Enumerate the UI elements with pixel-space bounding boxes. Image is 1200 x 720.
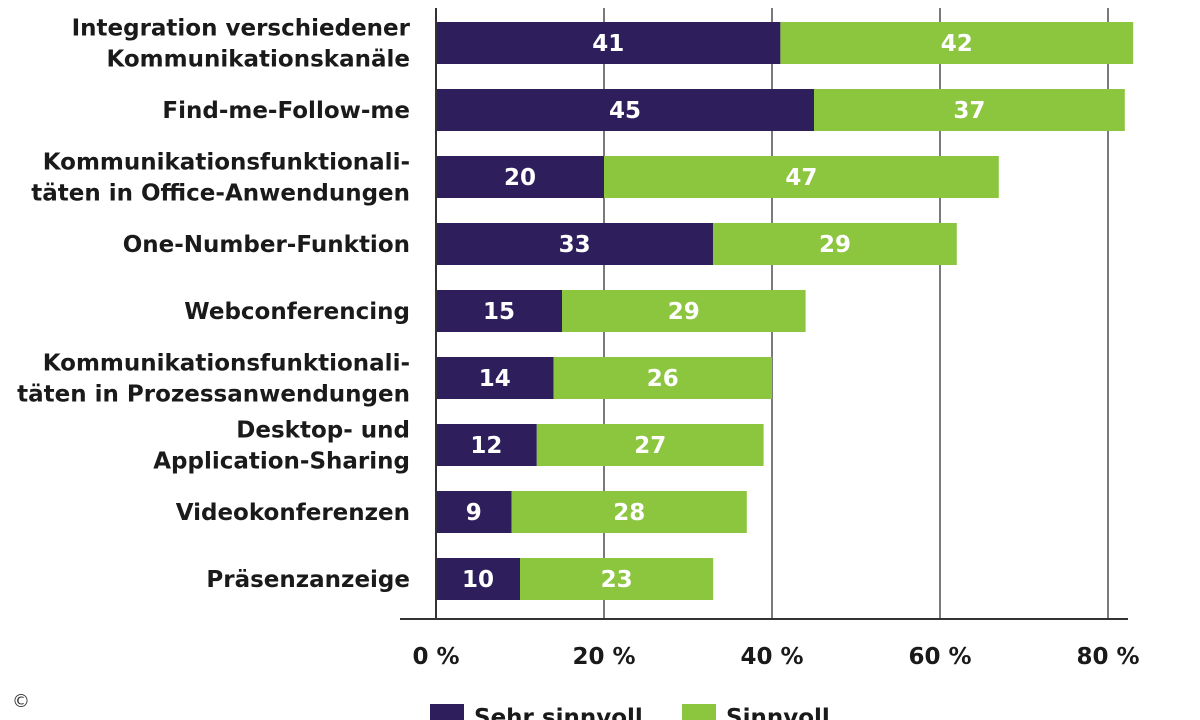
legend: Sehr sinnvoll Sinnvoll bbox=[430, 704, 830, 720]
bar-segment bbox=[436, 357, 554, 399]
data-label: 45 bbox=[609, 98, 641, 124]
bar-segment bbox=[520, 558, 714, 600]
category-label: Desktop- und bbox=[236, 418, 410, 444]
bar-segment bbox=[536, 424, 764, 466]
bar-segment bbox=[436, 491, 512, 533]
data-label: 9 bbox=[466, 500, 482, 526]
category-label: Kommunikationsfunktionali- bbox=[43, 150, 410, 176]
data-label: 26 bbox=[647, 366, 679, 392]
data-label: 28 bbox=[613, 500, 645, 526]
data-label: 33 bbox=[559, 232, 591, 258]
x-axis: 0 % 20 % 40 % 60 % 80 % bbox=[400, 8, 1140, 670]
bar-segment bbox=[436, 558, 520, 600]
category-label: Webconferencing bbox=[184, 299, 410, 325]
legend-swatch bbox=[682, 704, 716, 720]
data-label: 14 bbox=[479, 366, 511, 392]
data-label: 47 bbox=[785, 165, 817, 191]
data-label: 29 bbox=[668, 299, 700, 325]
x-tick-label: 0 % bbox=[412, 644, 459, 670]
bar-segment bbox=[436, 424, 537, 466]
category-label: Kommunikationsfunktionali- bbox=[43, 351, 410, 377]
data-label: 42 bbox=[941, 31, 973, 57]
x-tick-label: 20 % bbox=[572, 644, 635, 670]
legend-swatch bbox=[430, 704, 464, 720]
bar-segment bbox=[713, 223, 957, 265]
data-label: 41 bbox=[592, 31, 624, 57]
bars: 41 42 45 37 20 47 33 29 15 29 14 26 12 27 9 28 10 23 bbox=[436, 22, 1134, 600]
bar-segment bbox=[436, 22, 781, 64]
x-tick-label: 40 % bbox=[740, 644, 803, 670]
category-labels: Integration verschiedener Kommunikationsk… bbox=[17, 16, 411, 594]
category-label: One-Number-Funktion bbox=[123, 232, 410, 258]
bar-segment bbox=[436, 156, 604, 198]
data-label: 12 bbox=[470, 433, 502, 459]
data-label: 10 bbox=[462, 567, 494, 593]
category-label: Videokonferenzen bbox=[176, 500, 410, 526]
legend-label: Sehr sinnvoll bbox=[474, 705, 643, 720]
data-label: 37 bbox=[953, 98, 985, 124]
data-label: 29 bbox=[819, 232, 851, 258]
bar-segment bbox=[511, 491, 747, 533]
category-label: Kommunikationskanäle bbox=[106, 47, 410, 73]
x-tick-label: 80 % bbox=[1076, 644, 1139, 670]
category-label: Find-me-Follow-me bbox=[162, 98, 410, 124]
bar-segment bbox=[814, 89, 1125, 131]
bar-segment bbox=[436, 223, 714, 265]
x-tick-label: 60 % bbox=[908, 644, 971, 670]
legend-label: Sinnvoll bbox=[726, 705, 830, 720]
bar-segment bbox=[436, 89, 814, 131]
bar-segment bbox=[780, 22, 1134, 64]
bar-segment bbox=[553, 357, 772, 399]
bar-segment bbox=[562, 290, 806, 332]
data-label: 23 bbox=[601, 567, 633, 593]
bar-segment bbox=[604, 156, 999, 198]
copyright-icon: © bbox=[12, 690, 30, 712]
category-label: täten in Office-Anwendungen bbox=[31, 181, 410, 207]
category-label: Application-Sharing bbox=[153, 449, 410, 475]
data-label: 20 bbox=[504, 165, 536, 191]
category-label: Integration verschiedener bbox=[72, 16, 411, 42]
bar-segment bbox=[436, 290, 562, 332]
data-label: 27 bbox=[634, 433, 666, 459]
category-label: Präsenzanzeige bbox=[206, 567, 410, 593]
category-label: täten in Prozessanwendungen bbox=[17, 382, 410, 408]
data-label: 15 bbox=[483, 299, 515, 325]
